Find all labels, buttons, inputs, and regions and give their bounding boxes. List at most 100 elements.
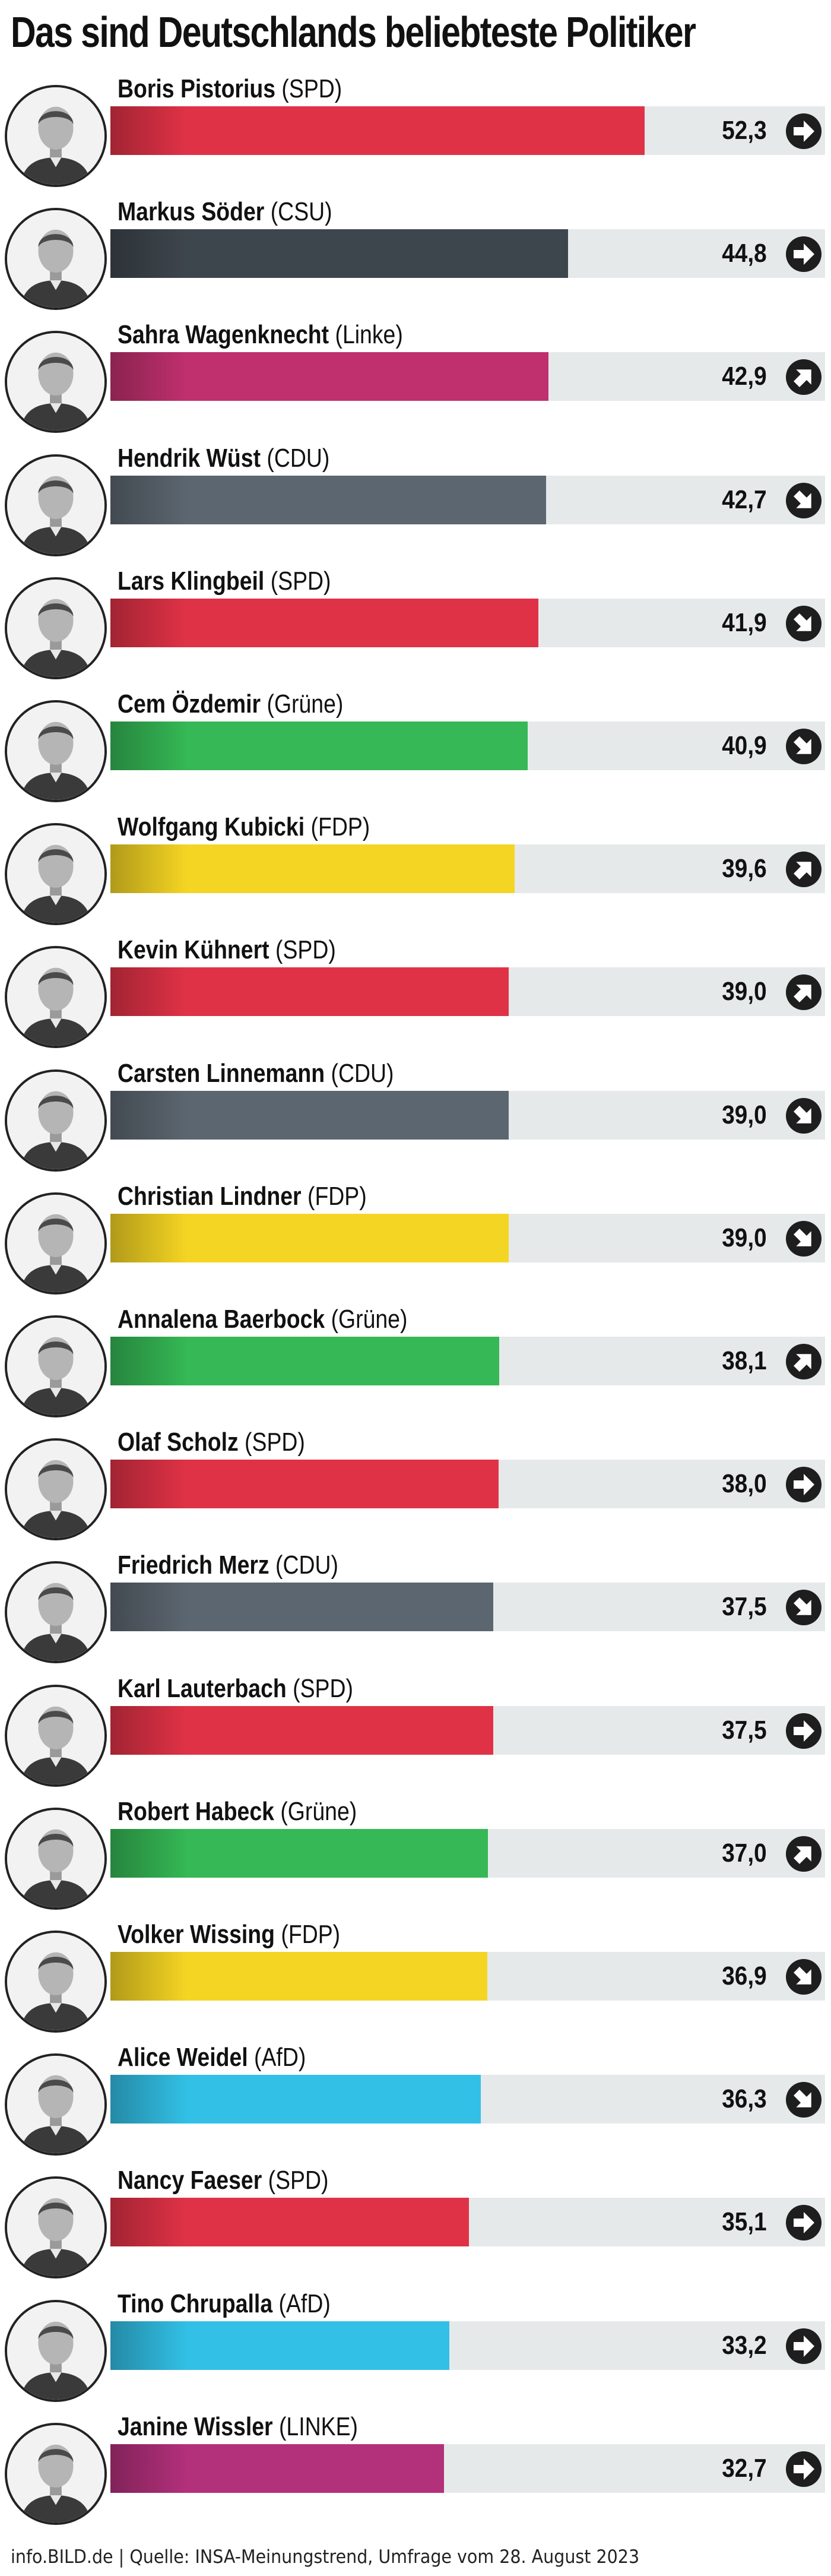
- politician-label: Tino Chrupalla (AfD): [118, 2289, 331, 2319]
- politician-portrait: [5, 2176, 107, 2279]
- politician-name: Christian Lindner: [118, 1181, 302, 1211]
- bar-track: [110, 229, 825, 279]
- bar-track: [110, 2321, 825, 2370]
- politician-portrait: [5, 1931, 107, 2033]
- politician-label: Annalena Baerbock (Grüne): [118, 1305, 407, 1334]
- approval-bar: [110, 2075, 481, 2124]
- politician-row: Carsten Linnemann (CDU) 39,0: [0, 1059, 831, 1186]
- approval-bar: [110, 1090, 509, 1140]
- arrow-up-right-icon: [786, 359, 822, 395]
- politician-name: Olaf Scholz: [118, 1428, 239, 1457]
- bar-track: [110, 1583, 825, 1632]
- approval-bar: [110, 352, 548, 401]
- politician-row: Hendrik Wüst (CDU) 42,7: [0, 444, 831, 571]
- bar-track: [110, 106, 825, 155]
- politician-portrait: [5, 454, 107, 556]
- arrow-down-right-icon: [786, 605, 822, 641]
- politician-portrait: [5, 2053, 107, 2156]
- politician-name: Karl Lauterbach: [118, 1673, 287, 1703]
- approval-bar: [110, 2321, 449, 2370]
- politician-row: Nancy Faeser (SPD) 35,1: [0, 2166, 831, 2293]
- approval-value: 42,9: [722, 362, 767, 391]
- bar-track: [110, 1090, 825, 1140]
- party-label: (CDU): [261, 443, 330, 473]
- approval-bar: [110, 598, 538, 647]
- politician-row: Wolfgang Kubicki (FDP) 39,6: [0, 812, 831, 940]
- arrow-right-icon: [786, 236, 822, 273]
- approval-value: 52,3: [722, 116, 767, 145]
- politician-label: Hendrik Wüst (CDU): [118, 444, 329, 473]
- bar-track: [110, 475, 825, 524]
- politician-portrait: [5, 1315, 107, 1417]
- bar-track: [110, 352, 825, 401]
- politician-row: Annalena Baerbock (Grüne) 38,1: [0, 1305, 831, 1432]
- bar-track: [110, 2075, 825, 2124]
- bar-track: [110, 598, 825, 647]
- politician-label: Nancy Faeser (SPD): [118, 2166, 328, 2195]
- arrow-up-right-icon: [786, 1344, 822, 1379]
- politician-name: Nancy Faeser: [118, 2166, 262, 2195]
- approval-value: 39,0: [722, 1223, 767, 1252]
- party-label: (SPD): [286, 1673, 353, 1703]
- approval-bar: [110, 475, 546, 524]
- approval-bar: [110, 1213, 509, 1262]
- bar-track: [110, 1705, 825, 1755]
- approval-bar: [110, 229, 568, 279]
- politician-row: Volker Wissing (FDP) 36,9: [0, 1920, 831, 2047]
- politician-label: Kevin Kühnert (SPD): [118, 935, 336, 965]
- arrow-right-icon: [786, 1713, 822, 1749]
- approval-value: 39,6: [722, 854, 767, 884]
- approval-bar: [110, 844, 515, 894]
- politician-name: Markus Söder: [118, 197, 265, 227]
- politician-label: Carsten Linnemann (CDU): [118, 1059, 394, 1088]
- approval-value: 32,7: [722, 2453, 767, 2483]
- politician-name: Friedrich Merz: [118, 1550, 269, 1580]
- arrow-down-right-icon: [786, 729, 822, 764]
- politician-portrait: [5, 1561, 107, 1664]
- politician-row: Olaf Scholz (SPD) 38,0: [0, 1428, 831, 1555]
- politician-name: Alice Weidel: [118, 2043, 248, 2072]
- politician-label: Olaf Scholz (SPD): [118, 1428, 305, 1457]
- approval-value: 36,3: [722, 2084, 767, 2114]
- arrow-down-right-icon: [786, 1959, 822, 1995]
- politician-portrait: [5, 1069, 107, 1172]
- politician-name: Tino Chrupalla: [118, 2289, 273, 2318]
- politician-portrait: [5, 1192, 107, 1295]
- politician-name: Robert Habeck: [118, 1796, 274, 1826]
- politician-label: Friedrich Merz (CDU): [118, 1550, 338, 1580]
- approval-value: 33,2: [722, 2330, 767, 2360]
- politician-name: Cem Özdemir: [118, 689, 261, 719]
- chart-title: Das sind Deutschlands beliebteste Politi…: [11, 9, 696, 56]
- arrow-right-icon: [786, 1467, 822, 1503]
- approval-bar: [110, 1337, 499, 1385]
- party-label: (CDU): [269, 1550, 338, 1580]
- arrow-down-right-icon: [786, 1590, 822, 1626]
- approval-value: 37,5: [722, 1592, 767, 1622]
- arrow-right-icon: [786, 2451, 822, 2487]
- party-label: (SPD): [264, 566, 331, 596]
- arrow-down-right-icon: [786, 2082, 822, 2118]
- politician-row: Lars Klingbeil (SPD) 41,9: [0, 567, 831, 694]
- party-label: (CDU): [325, 1058, 394, 1088]
- approval-value: 39,0: [722, 1100, 767, 1129]
- party-label: (SPD): [262, 2166, 329, 2195]
- politician-row: Markus Söder (CSU) 44,8: [0, 197, 831, 325]
- politician-name: Boris Pistorius: [118, 74, 276, 103]
- arrow-up-right-icon: [786, 974, 822, 1011]
- bar-track: [110, 1213, 825, 1262]
- politician-portrait: [5, 208, 107, 311]
- party-label: (FDP): [275, 1920, 341, 1949]
- party-label: (SPD): [269, 935, 336, 965]
- politician-row: Karl Lauterbach (SPD) 37,5: [0, 1674, 831, 1802]
- politician-row: Boris Pistorius (SPD) 52,3: [0, 74, 831, 202]
- politician-portrait: [5, 1438, 107, 1541]
- approval-value: 36,9: [722, 1961, 767, 1990]
- politician-portrait: [5, 1807, 107, 1910]
- politician-portrait: [5, 577, 107, 679]
- politician-label: Karl Lauterbach (SPD): [118, 1674, 353, 1704]
- politician-row: Tino Chrupalla (AfD) 33,2: [0, 2289, 831, 2417]
- approval-value: 38,0: [722, 1469, 767, 1499]
- politician-label: Wolfgang Kubicki (FDP): [118, 812, 370, 842]
- politician-row: Robert Habeck (Grüne) 37,0: [0, 1797, 831, 1925]
